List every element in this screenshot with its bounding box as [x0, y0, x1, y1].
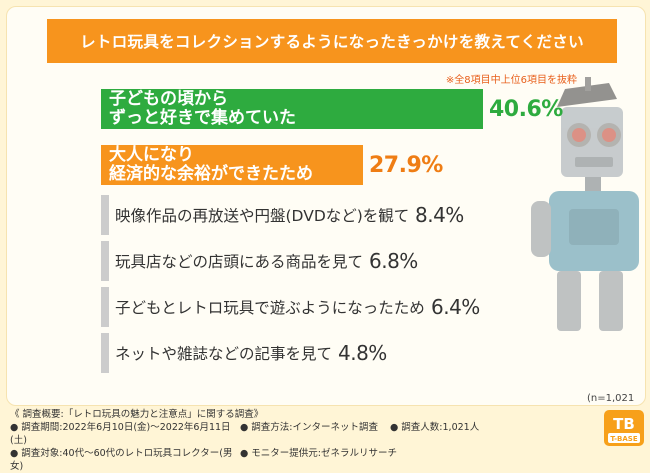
bar-category-line: 大人になり	[109, 145, 194, 165]
survey-period: ● 調査期間:2022年6月10日(金)〜2022年6月11日(土)	[10, 422, 231, 446]
chart-panel: レトロ玩具をコレクションするようになったきっかけを教えてください ※全8項目中上…	[6, 6, 646, 406]
logo-mark: TB	[613, 415, 635, 433]
bar-value-label: 4.8%	[338, 341, 387, 365]
survey-target: ● 調査対象:40代〜60代のレトロ玩具コレクター(男女)	[10, 448, 233, 472]
bar	[101, 241, 109, 281]
chart-title: レトロ玩具をコレクションするようになったきっかけを教えてください	[47, 19, 617, 63]
bar-category-label: ネットや雑誌などの記事を見て	[115, 345, 333, 363]
bar-category-label: 子どもの頃から ずっと好きで集めていた	[109, 90, 296, 128]
bar	[101, 195, 109, 235]
bar-category-line: 子どもの頃から	[109, 89, 228, 109]
bar: 大人になり 経済的な余裕ができたため	[101, 145, 363, 185]
survey-overview: 《 調査概要:「レトロ玩具の魅力と注意点」に関する調査》	[10, 409, 264, 420]
bar: 子どもの頃から ずっと好きで集めていた	[101, 89, 483, 129]
survey-count: ● 調査人数:1,021人	[390, 422, 480, 433]
t-base-logo: TB T-BASE	[604, 410, 644, 446]
survey-method: ● 調査方法:インターネット調査	[240, 422, 379, 433]
chart-note: ※全8項目中上位6項目を抜粋	[445, 75, 577, 86]
bar-category-label: 子どもとレトロ玩具で遊ぶようになったため	[115, 299, 425, 317]
bar-category-label: 大人になり 経済的な余裕ができたため	[109, 146, 313, 184]
sample-size: (n=1,021人)	[587, 393, 635, 404]
bar-value-label: 40.6%	[489, 96, 563, 122]
bar-value-label: 6.8%	[369, 249, 418, 273]
bar-category-label: 玩具店などの店頭にある商品を見て	[115, 253, 364, 271]
robot-toy-icon	[531, 77, 639, 331]
bar	[101, 287, 109, 327]
survey-footer: 《 調査概要:「レトロ玩具の魅力と注意点」に関する調査》 ● 調査期間:2022…	[10, 408, 479, 473]
bar-category-label: 映像作品の再放送や円盤(DVDなど)を観て	[115, 207, 410, 225]
bar	[101, 333, 109, 373]
bar-value-label: 8.4%	[415, 203, 464, 227]
bar-value-label: 27.9%	[369, 152, 443, 178]
bar-category-line: 経済的な余裕ができたため	[109, 164, 313, 184]
bar-category-line: ずっと好きで集めていた	[109, 108, 296, 128]
survey-provider: ● モニター提供元:ゼネラルリサーチ	[240, 448, 398, 459]
logo-text: T-BASE	[610, 435, 637, 443]
bar-value-label: 6.4%	[431, 295, 480, 319]
